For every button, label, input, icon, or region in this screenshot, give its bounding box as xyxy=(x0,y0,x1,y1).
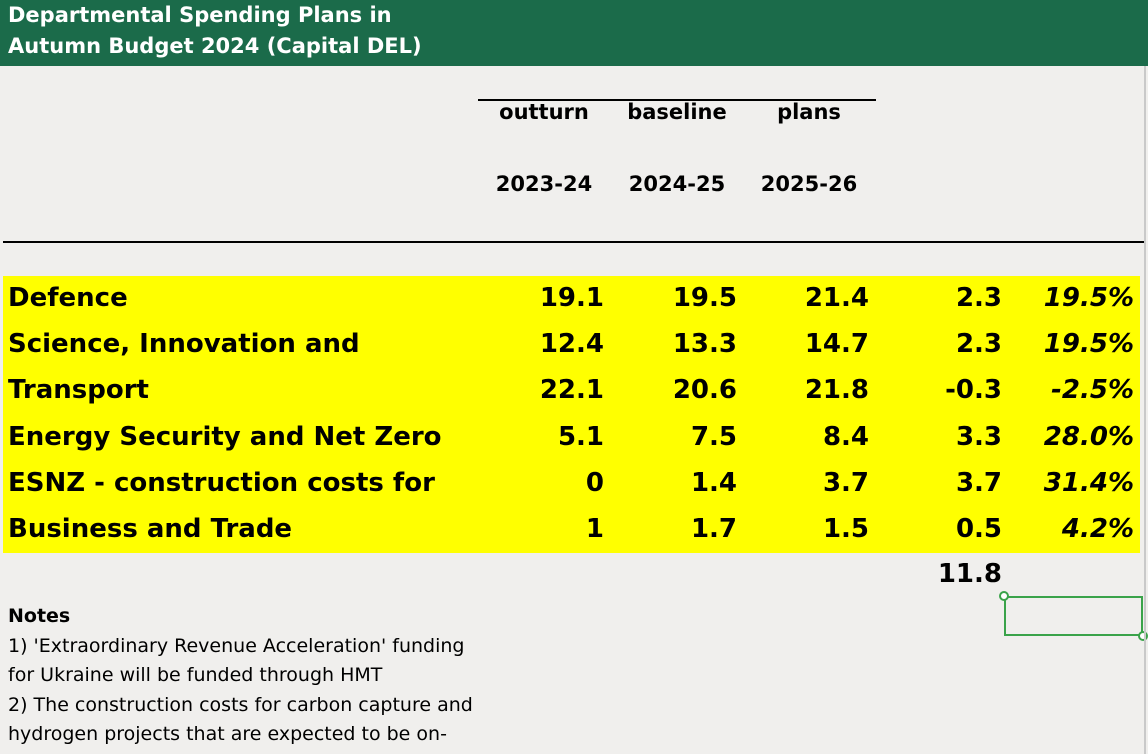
total-change-cell[interactable]: 11.8 xyxy=(937,559,1002,589)
value-2024-25[interactable]: 20.6 xyxy=(672,375,737,405)
notes-line[interactable]: hydrogen projects that are expected to b… xyxy=(8,723,447,745)
value-percent-change[interactable]: 28.0% xyxy=(1043,422,1134,452)
value-change[interactable]: 0.5 xyxy=(955,514,1002,544)
value-2025-26[interactable]: 8.4 xyxy=(822,422,869,452)
column-year-2025-26[interactable]: 2025-26 xyxy=(760,172,858,196)
department-name[interactable]: Energy Security and Net Zero xyxy=(8,422,442,452)
value-2025-26[interactable]: 14.7 xyxy=(804,329,869,359)
value-2023-24[interactable]: 22.1 xyxy=(539,375,604,405)
value-percent-change[interactable]: 19.5% xyxy=(1043,329,1134,359)
department-name[interactable]: Science, Innovation and xyxy=(8,329,360,359)
value-2023-24[interactable]: 0 xyxy=(585,468,604,498)
notes-line[interactable]: 1) 'Extraordinary Revenue Acceleration' … xyxy=(8,634,465,657)
department-name[interactable]: ESNZ - construction costs for xyxy=(8,468,435,498)
table-row[interactable]: Defence 19.1 19.5 21.4 2.3 19.5% xyxy=(0,277,1148,323)
value-2025-26[interactable]: 21.8 xyxy=(804,375,869,405)
highlighted-data-range xyxy=(3,276,1140,553)
value-percent-change[interactable]: 19.5% xyxy=(1043,283,1134,313)
value-2024-25[interactable]: 19.5 xyxy=(672,283,737,313)
value-percent-change[interactable]: 4.2% xyxy=(1061,514,1134,544)
sheet-title-banner: Departmental Spending Plans in Autumn Bu… xyxy=(0,0,1148,66)
column-header-plans[interactable]: plans xyxy=(777,100,841,124)
table-row[interactable]: Business and Trade 1 1.7 1.5 0.5 4.2% xyxy=(0,508,1148,554)
sheet-right-border xyxy=(1144,66,1146,754)
column-header-baseline[interactable]: baseline xyxy=(627,100,727,124)
value-percent-change[interactable]: 31.4% xyxy=(1043,468,1134,498)
header-top-rule xyxy=(478,99,876,101)
value-2024-25[interactable]: 1.4 xyxy=(690,468,737,498)
table-row[interactable]: Transport 22.1 20.6 21.8 -0.3 -2.5% xyxy=(0,369,1148,415)
notes-line[interactable]: for Ukraine will be funded through HMT xyxy=(8,664,383,686)
selection-resize-handle-bottom-right[interactable] xyxy=(1138,631,1148,641)
value-2024-25[interactable]: 13.3 xyxy=(672,329,737,359)
value-2023-24[interactable]: 12.4 xyxy=(539,329,604,359)
value-2024-25[interactable]: 1.7 xyxy=(690,514,737,544)
value-2025-26[interactable]: 3.7 xyxy=(822,468,869,498)
value-2025-26[interactable]: 1.5 xyxy=(822,514,869,544)
value-change[interactable]: 2.3 xyxy=(955,283,1002,313)
value-2025-26[interactable]: 21.4 xyxy=(804,283,869,313)
table-row[interactable]: ESNZ - construction costs for 0 1.4 3.7 … xyxy=(0,462,1148,508)
value-2024-25[interactable]: 7.5 xyxy=(690,422,737,452)
table-row[interactable]: Energy Security and Net Zero 5.1 7.5 8.4… xyxy=(0,416,1148,462)
value-2023-24[interactable]: 1 xyxy=(585,514,604,544)
value-percent-change[interactable]: -2.5% xyxy=(1051,375,1134,405)
table-row[interactable]: Science, Innovation and 12.4 13.3 14.7 2… xyxy=(0,323,1148,369)
sheet-title-line-1: Departmental Spending Plans in xyxy=(8,3,392,27)
column-header-outturn[interactable]: outturn xyxy=(499,100,589,124)
value-change[interactable]: 2.3 xyxy=(955,329,1002,359)
value-change[interactable]: 3.3 xyxy=(955,422,1002,452)
notes-heading[interactable]: Notes xyxy=(8,605,71,627)
value-2023-24[interactable]: 19.1 xyxy=(539,283,604,313)
notes-line[interactable]: 2) The construction costs for carbon cap… xyxy=(8,693,473,716)
column-year-2024-25[interactable]: 2024-25 xyxy=(628,172,726,196)
header-bottom-rule xyxy=(3,241,1144,243)
value-2023-24[interactable]: 5.1 xyxy=(557,422,604,452)
notes-section: Notes 1) 'Extraordinary Revenue Accelera… xyxy=(8,602,473,750)
column-year-2023-24[interactable]: 2023-24 xyxy=(495,172,593,196)
selected-cell-range[interactable] xyxy=(1004,596,1143,636)
value-change[interactable]: 3.7 xyxy=(955,468,1002,498)
value-change[interactable]: -0.3 xyxy=(945,375,1002,405)
department-name[interactable]: Business and Trade xyxy=(8,514,293,544)
department-name[interactable]: Transport xyxy=(8,375,149,405)
selection-resize-handle-top-left[interactable] xyxy=(999,591,1009,601)
sheet-title-line-2: Autumn Budget 2024 (Capital DEL) xyxy=(8,34,422,58)
department-name[interactable]: Defence xyxy=(8,283,128,313)
